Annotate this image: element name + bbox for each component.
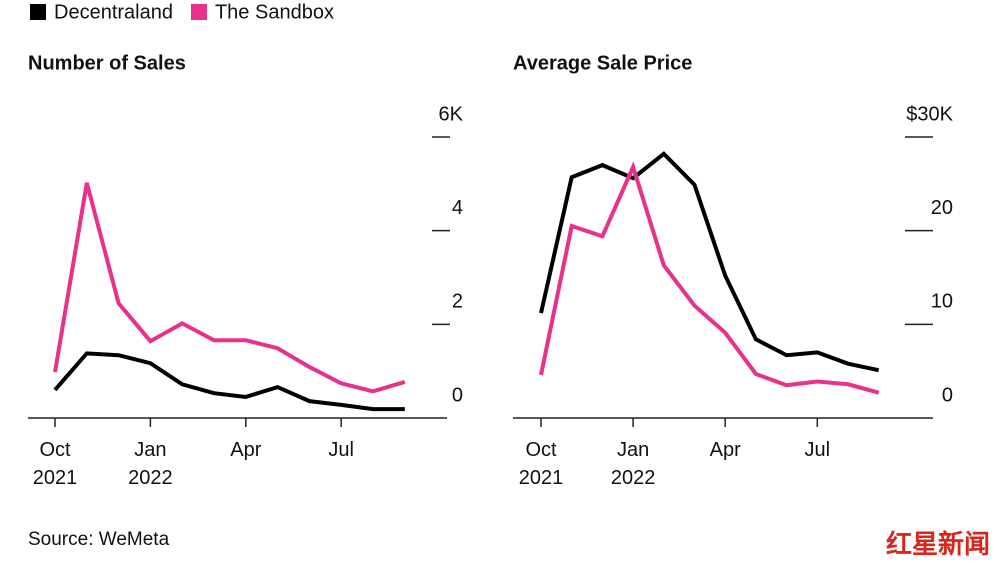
y-tick-label: 0 bbox=[452, 384, 463, 406]
x-tick-label: Jul bbox=[328, 439, 354, 461]
x-tick-label: Oct 2021 bbox=[518, 439, 564, 489]
watermark: 红星新闻 bbox=[886, 529, 990, 559]
series-line bbox=[539, 161, 880, 395]
x-tick-label: Jan 2022 bbox=[128, 439, 173, 489]
y-tick-label: 20 bbox=[931, 197, 953, 219]
y-tick-label: 10 bbox=[931, 291, 953, 313]
legend-label: The Sandbox bbox=[215, 1, 334, 23]
y-tick-label: 4 bbox=[452, 197, 463, 219]
chart-title: Average Sale Price bbox=[513, 52, 692, 74]
legend-swatch bbox=[30, 4, 46, 20]
y-tick-label: 0 bbox=[942, 384, 953, 406]
x-tick-label: Jan 2022 bbox=[610, 439, 656, 489]
series-line bbox=[539, 151, 880, 373]
x-tick-label: Oct 2021 bbox=[32, 439, 78, 489]
x-tick-label: Jul bbox=[804, 439, 831, 461]
series-line bbox=[53, 351, 405, 412]
legend-label: Decentraland bbox=[54, 1, 173, 23]
legend-swatch bbox=[190, 4, 207, 20]
x-tick-label: Apr bbox=[230, 439, 262, 461]
source: Source: WeMeta bbox=[28, 529, 170, 550]
y-tick-label: $30K bbox=[906, 103, 953, 125]
x-tick-label: Apr bbox=[709, 439, 741, 461]
y-tick-label: 6K bbox=[439, 103, 464, 125]
series-line bbox=[53, 182, 406, 394]
chart-title: Number of Sales bbox=[28, 52, 186, 74]
y-tick-label: 2 bbox=[452, 291, 463, 313]
